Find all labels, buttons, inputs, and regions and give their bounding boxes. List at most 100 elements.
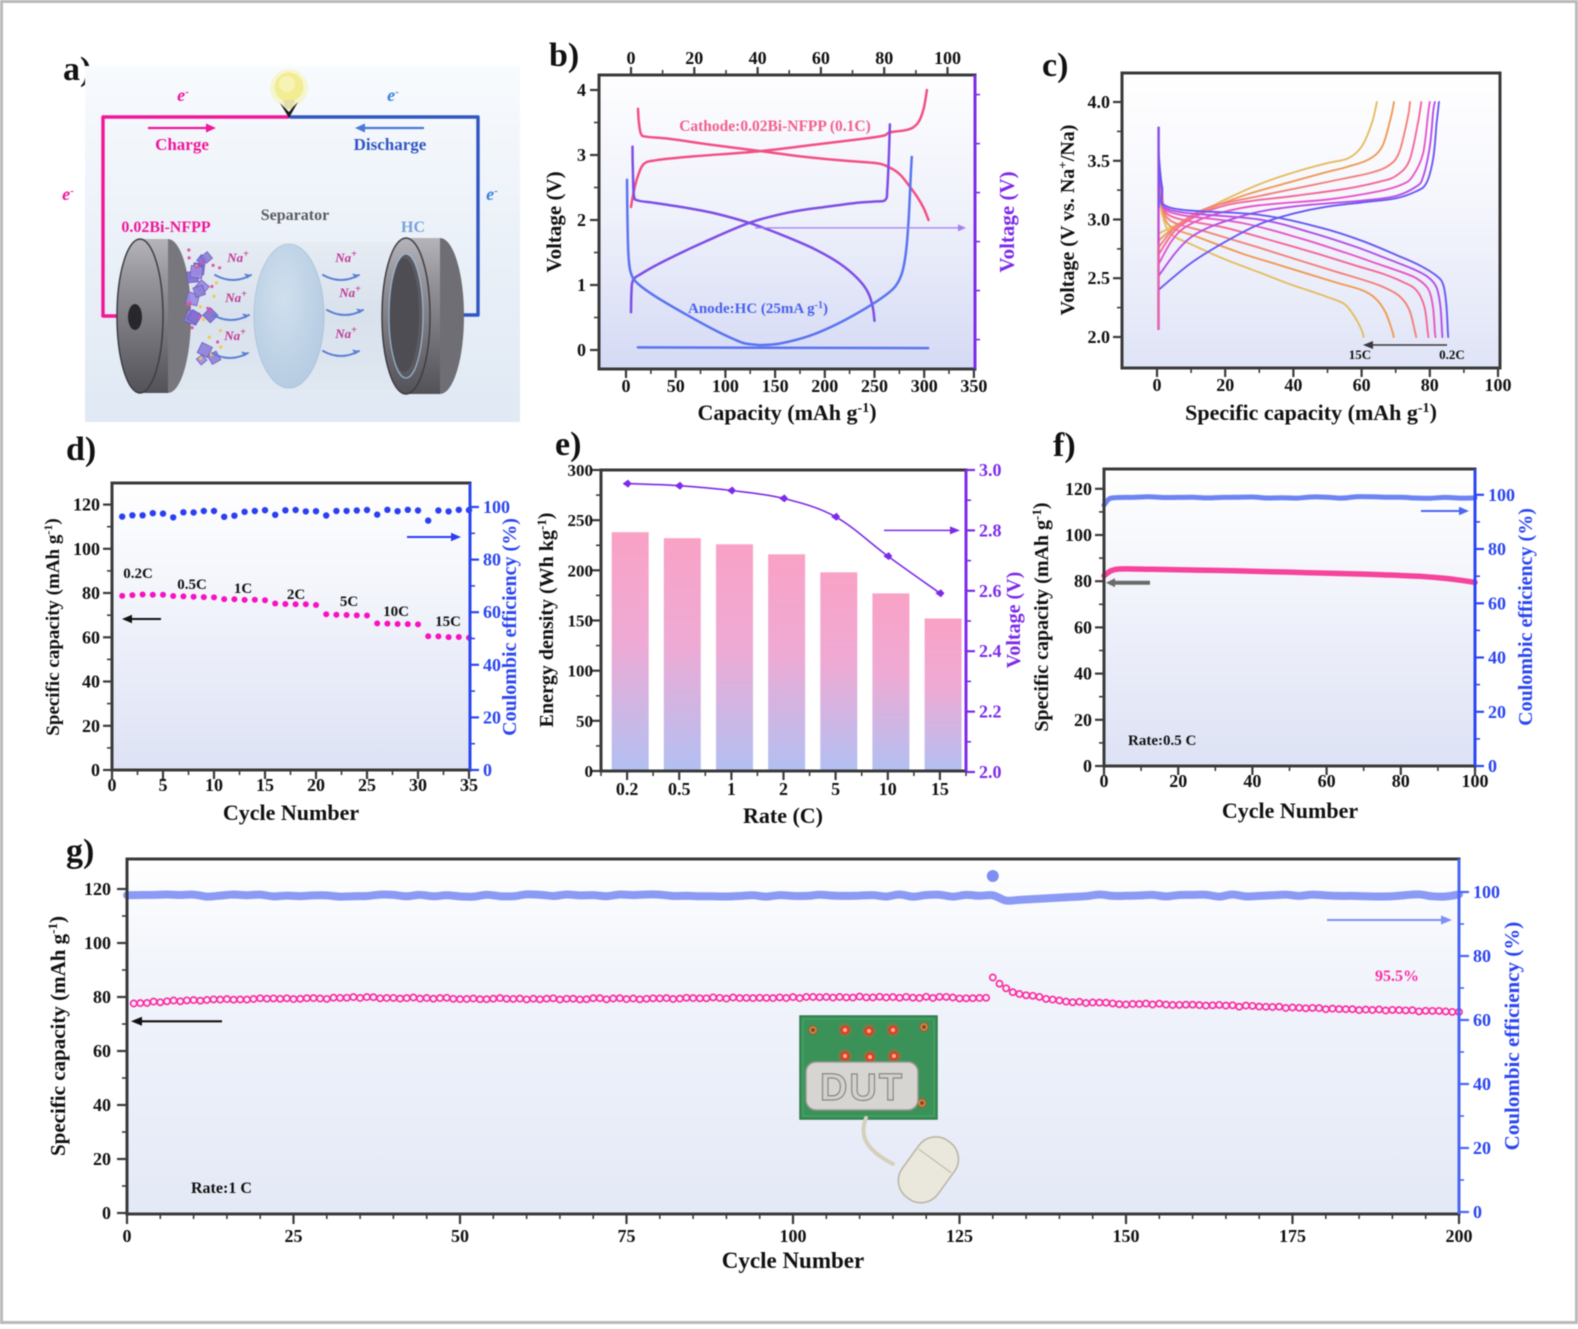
- svg-text:0: 0: [622, 376, 631, 396]
- svg-text:30: 30: [409, 775, 427, 795]
- svg-text:95.5%: 95.5%: [1375, 968, 1419, 985]
- svg-text:2.0: 2.0: [979, 762, 1002, 782]
- svg-text:0.2: 0.2: [616, 779, 639, 799]
- svg-text:40: 40: [483, 655, 501, 675]
- svg-text:40: 40: [1488, 648, 1506, 668]
- svg-text:20: 20: [685, 48, 703, 68]
- svg-text:60: 60: [483, 602, 501, 622]
- svg-text:Energy density (Wh kg-1): Energy density (Wh kg-1): [534, 513, 558, 728]
- svg-text:200: 200: [811, 376, 838, 396]
- svg-text:Coulombic efficiency (%): Coulombic efficiency (%): [1515, 508, 1537, 726]
- svg-text:60: 60: [1353, 375, 1371, 395]
- svg-text:Voltage (V): Voltage (V): [1003, 572, 1025, 668]
- svg-text:Cycle Number: Cycle Number: [223, 800, 359, 825]
- svg-text:Specific capacity (mAh g-1): Specific capacity (mAh g-1): [45, 916, 70, 1156]
- svg-text:25: 25: [285, 1226, 303, 1246]
- svg-text:5: 5: [159, 775, 168, 795]
- svg-text:80: 80: [93, 987, 111, 1007]
- svg-text:35: 35: [460, 775, 478, 795]
- svg-text:80: 80: [1074, 571, 1092, 591]
- svg-text:20: 20: [1473, 1138, 1491, 1158]
- svg-text:100: 100: [1485, 375, 1512, 395]
- svg-text:2: 2: [577, 210, 586, 230]
- svg-text:2.5: 2.5: [1088, 268, 1111, 288]
- svg-text:3: 3: [577, 145, 586, 165]
- svg-text:2.6: 2.6: [979, 581, 1002, 601]
- svg-text:40: 40: [93, 1095, 111, 1115]
- svg-text:Specific capacity (mAh g-1): Specific capacity (mAh g-1): [1185, 399, 1437, 425]
- svg-text:Voltage (V): Voltage (V): [542, 171, 566, 272]
- svg-text:2.0: 2.0: [1088, 327, 1111, 347]
- svg-text:0: 0: [483, 760, 492, 780]
- svg-text:Rate:1 C: Rate:1 C: [191, 1180, 252, 1197]
- svg-text:1C: 1C: [234, 581, 252, 597]
- svg-text:0: 0: [627, 48, 636, 68]
- svg-text:350: 350: [960, 376, 987, 396]
- svg-text:250: 250: [568, 511, 594, 530]
- svg-text:60: 60: [1488, 593, 1506, 613]
- svg-text:Rate:0.5 C: Rate:0.5 C: [1128, 733, 1196, 749]
- svg-text:15: 15: [931, 779, 949, 799]
- svg-text:2.2: 2.2: [979, 702, 1002, 722]
- svg-text:c): c): [1042, 47, 1068, 84]
- svg-text:300: 300: [568, 461, 594, 480]
- svg-text:0: 0: [1083, 756, 1092, 776]
- svg-text:0: 0: [123, 1226, 132, 1246]
- svg-text:20: 20: [1216, 375, 1234, 395]
- svg-text:10: 10: [205, 775, 223, 795]
- svg-text:0.5: 0.5: [668, 779, 691, 799]
- svg-text:0: 0: [1488, 756, 1497, 776]
- svg-text:40: 40: [1284, 375, 1302, 395]
- svg-text:5: 5: [831, 779, 840, 799]
- svg-text:e-: e-: [486, 184, 498, 204]
- svg-text:175: 175: [1279, 1226, 1306, 1246]
- svg-text:2.4: 2.4: [979, 641, 1002, 661]
- svg-text:20: 20: [483, 707, 501, 727]
- svg-text:10C: 10C: [383, 604, 409, 620]
- svg-text:1: 1: [577, 275, 586, 295]
- svg-text:4.0: 4.0: [1088, 92, 1111, 112]
- svg-text:1: 1: [727, 779, 736, 799]
- svg-text:50: 50: [576, 712, 593, 731]
- svg-text:Coulombic efficiency (%): Coulombic efficiency (%): [499, 518, 521, 736]
- svg-text:150: 150: [1113, 1226, 1140, 1246]
- svg-text:Charge: Charge: [155, 135, 209, 154]
- svg-text:125: 125: [946, 1226, 973, 1246]
- svg-text:20: 20: [1488, 702, 1506, 722]
- svg-text:Cathode:0.02Bi-NFPP (0.1C): Cathode:0.02Bi-NFPP (0.1C): [679, 118, 871, 135]
- svg-text:60: 60: [82, 627, 100, 647]
- svg-text:Cycle Number: Cycle Number: [722, 1248, 864, 1273]
- svg-text:3.5: 3.5: [1088, 151, 1111, 171]
- svg-text:0: 0: [1153, 375, 1162, 395]
- svg-text:DUT: DUT: [820, 1067, 904, 1109]
- svg-text:50: 50: [451, 1226, 469, 1246]
- svg-text:20: 20: [307, 775, 325, 795]
- svg-text:3.0: 3.0: [1088, 210, 1111, 230]
- svg-text:100: 100: [84, 933, 111, 953]
- svg-text:g): g): [66, 833, 94, 870]
- svg-text:120: 120: [84, 879, 111, 899]
- svg-text:Voltage (V vs. Na+/Na): Voltage (V vs. Na+/Na): [1055, 125, 1079, 316]
- svg-text:120: 120: [1065, 479, 1092, 499]
- svg-text:100: 100: [712, 376, 739, 396]
- svg-text:0: 0: [108, 775, 117, 795]
- svg-text:20: 20: [1169, 771, 1187, 791]
- svg-text:20: 20: [93, 1149, 111, 1169]
- svg-text:Separator: Separator: [261, 207, 329, 224]
- svg-text:Voltage (V): Voltage (V): [995, 171, 1019, 272]
- svg-text:10: 10: [879, 779, 897, 799]
- svg-text:80: 80: [1421, 375, 1439, 395]
- svg-text:100: 100: [568, 662, 594, 681]
- svg-text:40: 40: [1074, 664, 1092, 684]
- svg-text:0: 0: [1473, 1202, 1482, 1222]
- svg-text:40: 40: [1243, 771, 1261, 791]
- svg-text:e-: e-: [387, 85, 399, 105]
- svg-text:150: 150: [568, 612, 594, 631]
- svg-text:Discharge: Discharge: [354, 135, 427, 154]
- svg-text:40: 40: [1473, 1074, 1491, 1094]
- svg-text:e-: e-: [177, 85, 189, 105]
- svg-text:0.02Bi-NFPP: 0.02Bi-NFPP: [121, 219, 211, 236]
- svg-text:80: 80: [875, 48, 893, 68]
- svg-text:b): b): [549, 37, 579, 74]
- svg-text:Cycle Number: Cycle Number: [1222, 798, 1358, 823]
